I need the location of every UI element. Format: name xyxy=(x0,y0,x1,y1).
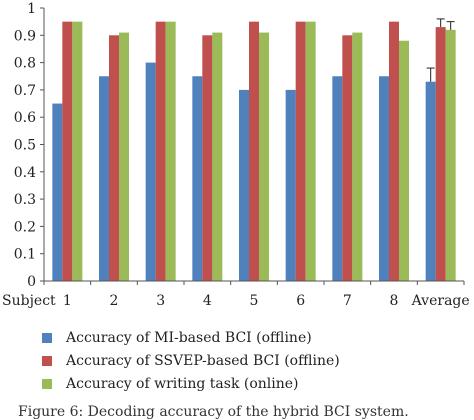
y-tick-label: 0.5 xyxy=(14,138,36,154)
x-tick-label: 5 xyxy=(250,293,259,309)
y-tick-label: 0 xyxy=(27,274,36,290)
y-tick-label: 0.9 xyxy=(14,28,36,44)
bar xyxy=(192,76,203,281)
x-tick-label: 2 xyxy=(110,293,119,309)
bar xyxy=(445,29,456,282)
bar xyxy=(239,89,249,282)
legend-swatch-writing xyxy=(42,378,52,389)
bar xyxy=(62,21,73,282)
x-tick-label: 1 xyxy=(63,293,72,309)
legend-label-mi: Accuracy of MI-based BCI (offline) xyxy=(66,329,312,346)
y-axis: 0 0.1 0.2 0.3 0.4 0.5 0.6 0.7 0.8 0.9 1 xyxy=(14,1,45,290)
legend-label-ssvep: Accuracy of SSVEP-based BCI (offline) xyxy=(66,352,340,369)
y-tick-label: 0.6 xyxy=(14,110,36,126)
legend-item-ssvep: Accuracy of SSVEP-based BCI (offline) xyxy=(42,349,340,372)
bar xyxy=(99,76,109,281)
bar xyxy=(342,35,353,281)
legend-swatch-mi xyxy=(42,332,52,343)
x-axis: Subject 1 2 3 4 5 6 7 8 Average xyxy=(2,280,470,309)
y-tick-label: 1 xyxy=(27,1,36,17)
x-axis-title: Subject xyxy=(2,293,56,309)
legend-swatch-ssvep xyxy=(42,355,52,366)
bar xyxy=(285,89,296,282)
bar xyxy=(305,21,316,282)
bar xyxy=(212,32,223,281)
figure-caption: Figure 6: Decoding accuracy of the hybri… xyxy=(18,404,409,420)
bar xyxy=(389,21,399,282)
bar xyxy=(379,76,389,281)
bar xyxy=(52,103,63,281)
legend: Accuracy of MI-based BCI (offline) Accur… xyxy=(42,326,340,395)
bar xyxy=(249,21,259,282)
y-tick-label: 0.3 xyxy=(14,192,36,208)
legend-item-mi: Accuracy of MI-based BCI (offline) xyxy=(42,326,340,349)
y-tick-label: 0.8 xyxy=(14,56,36,72)
bar xyxy=(435,27,446,281)
x-tick-label: 7 xyxy=(343,293,352,309)
bar xyxy=(202,35,213,281)
x-tick-label: 3 xyxy=(156,293,165,309)
bar xyxy=(259,32,269,281)
x-tick-label: 4 xyxy=(203,293,212,309)
bars xyxy=(52,18,456,282)
bar xyxy=(165,21,176,282)
bar xyxy=(352,32,363,281)
x-tick-label: 6 xyxy=(296,293,305,309)
x-tick-label: 8 xyxy=(390,293,399,309)
legend-item-writing: Accuracy of writing task (online) xyxy=(42,372,340,395)
bar xyxy=(119,32,129,281)
y-tick-label: 0.4 xyxy=(14,165,36,181)
legend-label-writing: Accuracy of writing task (online) xyxy=(66,375,299,392)
bar-chart: 0 0.1 0.2 0.3 0.4 0.5 0.6 0.7 0.8 0.9 1 Subject 1 2 3… xyxy=(2,1,470,309)
bar xyxy=(332,76,343,281)
bar xyxy=(145,62,156,281)
bar xyxy=(399,40,409,282)
bar xyxy=(295,21,306,282)
y-tick-label: 0.2 xyxy=(14,219,36,235)
bar xyxy=(425,81,436,282)
bar xyxy=(109,35,119,281)
bar xyxy=(72,21,83,282)
x-tick-label: Average xyxy=(411,293,470,309)
y-tick-label: 0.7 xyxy=(14,83,36,99)
bar xyxy=(155,21,166,282)
y-tick-label: 0.1 xyxy=(14,247,36,263)
